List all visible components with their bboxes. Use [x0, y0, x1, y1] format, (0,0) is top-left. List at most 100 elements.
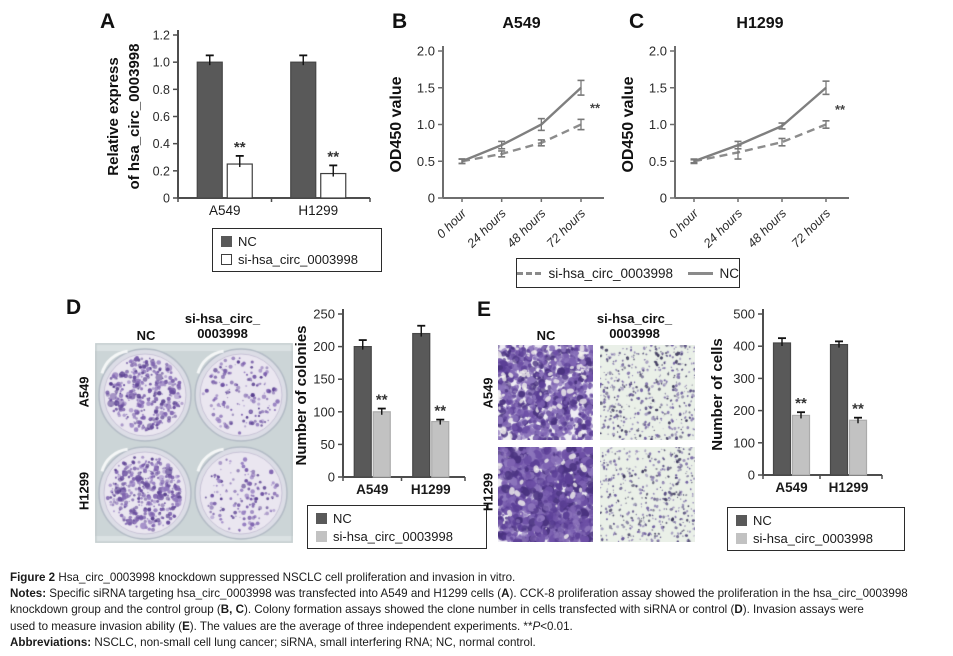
svg-text:400: 400	[733, 339, 755, 354]
si-swatch-icon	[221, 253, 232, 265]
svg-text:2.0: 2.0	[417, 44, 435, 59]
svg-text:0.6: 0.6	[153, 110, 170, 124]
panel-a-label: A	[100, 10, 116, 33]
legend-item-nc: NC	[221, 234, 373, 249]
legend-item-si: si-hsa_circ_0003998	[316, 529, 478, 544]
svg-text:of hsa_circ_0003998: of hsa_circ_0003998	[126, 44, 143, 190]
caption-line: knockdown group and the control group (B…	[10, 603, 864, 617]
svg-text:**: **	[234, 139, 246, 156]
panel-e-label: E	[477, 298, 492, 321]
svg-text:H1299: H1299	[411, 482, 451, 497]
svg-text:0.4: 0.4	[153, 137, 170, 151]
invasion-col-label-si-line2: 0003998	[609, 326, 660, 341]
caption-line: used to measure invasion ability (E). Th…	[10, 619, 573, 633]
svg-text:48 hours: 48 hours	[504, 206, 548, 250]
colony-row-label-h1299: H1299	[76, 471, 92, 511]
svg-text:**: **	[590, 100, 601, 115]
svg-text:**: **	[376, 392, 388, 409]
svg-text:48 hours: 48 hours	[745, 206, 789, 250]
caption-line: Figure 2 Hsa_circ_0003998 knockdown supp…	[10, 571, 516, 584]
panel-b-label: B	[392, 10, 408, 33]
svg-text:1.0: 1.0	[649, 117, 667, 132]
svg-text:24 hours: 24 hours	[700, 206, 745, 251]
solid-line-sample-icon	[688, 271, 713, 275]
svg-text:1.0: 1.0	[417, 117, 435, 132]
bar-chart-number-of-cells: 0 100 200 300 400 500 ** A549 ** H1299 Number of c…	[709, 307, 883, 495]
legend-label: NC	[333, 510, 352, 526]
svg-text:A549: A549	[209, 203, 241, 218]
svg-text:0: 0	[328, 470, 335, 485]
invasion-photo-a549-nc	[498, 345, 593, 440]
line-chart-h1299-cck8: 0 0.5 1.0 1.5 2.0 0 hour 24 hours 48 hours 72 ho…	[620, 15, 849, 251]
si-swatch-icon	[736, 532, 747, 544]
svg-text:0: 0	[163, 192, 170, 206]
nc-swatch-icon	[316, 512, 327, 524]
colony-col-label-si-line1: si-hsa_circ_	[184, 311, 261, 326]
colony-col-label-si: si-hsa_circ_ 0003998	[170, 311, 275, 341]
si-swatch-icon	[316, 530, 327, 542]
caption-line: Notes: Specific siRNA targeting hsa_circ…	[10, 587, 908, 601]
svg-text:200: 200	[733, 403, 755, 418]
svg-text:OD450 value: OD450 value	[388, 76, 405, 172]
svg-text:**: **	[327, 148, 339, 165]
panel-d-label: D	[66, 296, 82, 319]
svg-text:72 hours: 72 hours	[789, 206, 833, 250]
svg-text:150: 150	[313, 372, 335, 387]
svg-text:0 hour: 0 hour	[666, 206, 702, 242]
svg-text:0.2: 0.2	[153, 164, 170, 178]
nc-swatch-icon	[736, 514, 747, 526]
legend-label: NC	[753, 512, 772, 528]
svg-text:H1299: H1299	[298, 203, 338, 218]
svg-text:Number of cells: Number of cells	[709, 338, 726, 451]
svg-text:**: **	[795, 395, 807, 412]
figure-caption: Figure 2 Hsa_circ_0003998 knockdown supp…	[10, 570, 948, 651]
colony-col-label-nc: NC	[136, 328, 156, 343]
svg-text:50: 50	[321, 437, 335, 452]
svg-text:250: 250	[313, 307, 335, 322]
invasion-col-label-si: si-hsa_circ_ 0003998	[582, 311, 687, 341]
nc-swatch-icon	[221, 235, 232, 247]
svg-text:1.5: 1.5	[417, 80, 435, 95]
svg-text:200: 200	[313, 339, 335, 354]
svg-text:A549: A549	[775, 480, 807, 495]
legend-item-si: si-hsa_circ_0003998	[736, 531, 896, 546]
svg-text:OD450 value: OD450 value	[620, 76, 637, 172]
svg-text:0: 0	[428, 191, 435, 206]
svg-text:Number of colonies: Number of colonies	[293, 325, 310, 465]
svg-text:1.5: 1.5	[649, 80, 667, 95]
svg-text:72 hours: 72 hours	[544, 206, 588, 250]
svg-text:H1299: H1299	[736, 15, 783, 32]
dashed-line-sample-icon	[517, 271, 542, 275]
invasion-row-label-h1299: H1299	[480, 472, 496, 512]
svg-text:0: 0	[660, 191, 667, 206]
svg-text:1.0: 1.0	[153, 56, 170, 70]
svg-text:**: **	[852, 401, 864, 418]
svg-text:0.5: 0.5	[417, 154, 435, 169]
bar-chart-relative-expression: 0 0.2 0.4 0.6 0.8 1.0 1.2 ** A549 ** H1299 Relative…	[105, 29, 371, 218]
svg-text:24 hours: 24 hours	[464, 206, 509, 251]
svg-text:0 hour: 0 hour	[434, 206, 470, 242]
svg-text:A549: A549	[502, 15, 540, 32]
legend-panel-a: NC si-hsa_circ_0003998	[212, 228, 382, 272]
legend-panel-d: NC si-hsa_circ_0003998	[307, 505, 487, 549]
legend-item-nc: NC	[736, 513, 896, 528]
legend-label: si-hsa_circ_0003998	[333, 528, 453, 544]
svg-text:100: 100	[733, 435, 755, 450]
svg-text:**: **	[835, 102, 846, 117]
legend-item-nc: NC	[316, 511, 478, 526]
bar-chart-number-of-colonies: 0 50 100 150 200 250 ** A549 ** H1299 Number of co…	[293, 307, 466, 497]
legend-label-nc: NC	[719, 265, 740, 281]
svg-text:A549: A549	[356, 482, 388, 497]
svg-text:H1299: H1299	[829, 480, 869, 495]
svg-text:300: 300	[733, 371, 755, 386]
svg-text:1.2: 1.2	[153, 29, 170, 43]
legend-panels-bc: si-hsa_circ_0003998 NC	[516, 258, 740, 288]
invasion-row-label-a549: A549	[480, 377, 496, 409]
panel-c-label: C	[629, 10, 645, 33]
legend-label: si-hsa_circ_0003998	[238, 251, 358, 267]
legend-item-si: si-hsa_circ_0003998	[221, 252, 373, 267]
invasion-col-label-si-line1: si-hsa_circ_	[596, 311, 673, 326]
legend-label: NC	[238, 233, 257, 249]
